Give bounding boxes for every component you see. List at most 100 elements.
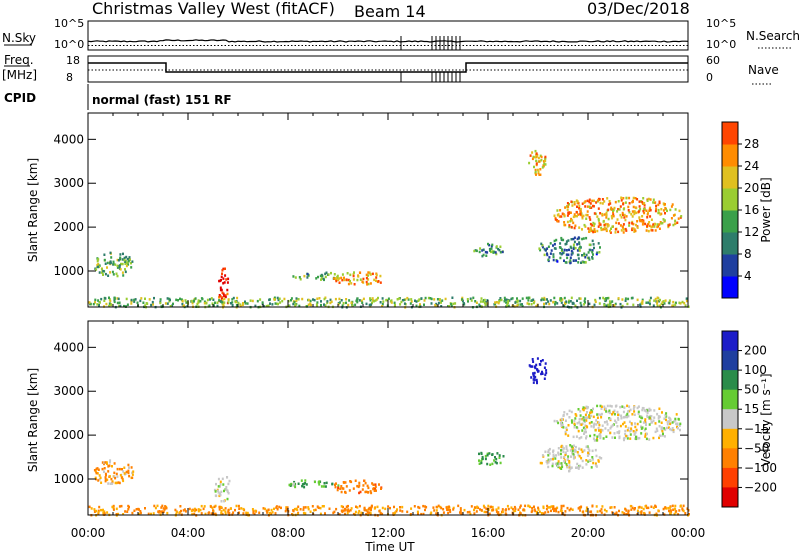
echo-cell [563,259,565,262]
echo-cell [361,280,364,283]
echo-cell [559,256,562,260]
echo-cell [652,436,655,440]
echo-cell [629,429,632,433]
echo-cell [639,303,642,306]
echo-cell [205,302,208,305]
echo-cell [640,510,643,513]
echo-cell [629,408,632,412]
echo-cell [655,204,658,208]
echo-cell [296,512,299,516]
echo-cell [175,298,178,302]
echo-cell [490,244,493,248]
echo-cell [656,225,659,229]
echo-cell [560,467,563,470]
echo-cell [566,465,569,469]
echo-cell [502,455,505,458]
echo-cell [531,358,534,361]
echo-cell [581,422,584,425]
echo-cell [128,474,131,478]
echo-cell [565,426,568,430]
echo-cell [498,300,501,303]
echo-cell [235,304,238,307]
echo-cell [674,301,677,305]
echo-cell [565,428,568,432]
echo-cell [434,303,437,307]
echo-cell [568,469,570,473]
echo-cell [636,198,639,201]
echo-cell [278,505,281,509]
echo-cell [309,510,312,513]
echo-cell [560,424,563,428]
echo-cell [655,512,658,515]
echo-cell [607,203,610,206]
echo-cell [101,467,104,471]
echo-cell [559,209,562,212]
echo-cell [504,509,507,512]
echo-cell [578,455,581,458]
echo-cell [568,203,570,206]
colorbar-segment [722,210,738,233]
echo-cell [222,508,225,512]
echo-cell [627,426,630,430]
echo-cell [495,461,498,465]
echo-cell [450,303,453,306]
echo-cell [577,453,580,457]
echo-cell [543,298,546,301]
echo-cell [593,222,596,226]
echo-cell [609,404,612,408]
echo-cell [158,510,161,513]
echo-cell [562,504,565,508]
echo-cell [613,506,616,509]
echo-cell [682,504,685,508]
echo-cell [624,425,627,428]
echo-cell [267,508,270,511]
echo-cell [632,227,635,230]
echo-cell [630,429,633,432]
echo-cell [127,504,130,508]
echo-cell [545,371,548,375]
colorbar-tick-label: 4 [744,269,752,283]
echo-cell [584,205,587,208]
echo-cell [554,457,557,460]
echo-cell [549,299,552,302]
echo-cell [662,202,665,205]
echo-cell [380,487,382,490]
echo-cell [570,238,573,241]
echo-cell [232,296,235,300]
echo-cell [541,454,544,457]
echo-cell [107,482,110,485]
echo-cell [592,253,594,256]
echo-cell [533,508,536,511]
echo-cell [433,298,436,301]
echo-cell [112,262,115,265]
echo-cell [534,509,537,513]
echo-cell [124,472,127,475]
echo-cell [658,415,661,419]
echo-cell [627,410,630,413]
echo-cell [265,304,268,308]
echo-cell [169,298,171,302]
echo-cell [532,298,535,301]
echo-cell [572,457,575,460]
echo-cell [604,408,607,411]
echo-cell [236,296,239,300]
echo-cell [544,155,547,159]
echo-cell [294,303,297,306]
echo-cell [97,479,100,482]
echo-cell [191,301,194,305]
echo-cell [111,480,114,483]
echo-cell [629,437,632,440]
echo-cell [283,297,286,301]
echo-cell [344,491,347,494]
echo-cell [562,426,565,429]
echo-cell [617,208,620,211]
echo-cell [344,481,347,484]
echo-cell [153,504,156,508]
echo-cell [104,272,107,276]
echo-cell [571,421,573,424]
echo-cell [632,205,635,209]
echo-cell [297,482,300,485]
echo-cell [480,508,483,512]
echo-cell [298,276,301,279]
echo-cell [636,220,639,223]
